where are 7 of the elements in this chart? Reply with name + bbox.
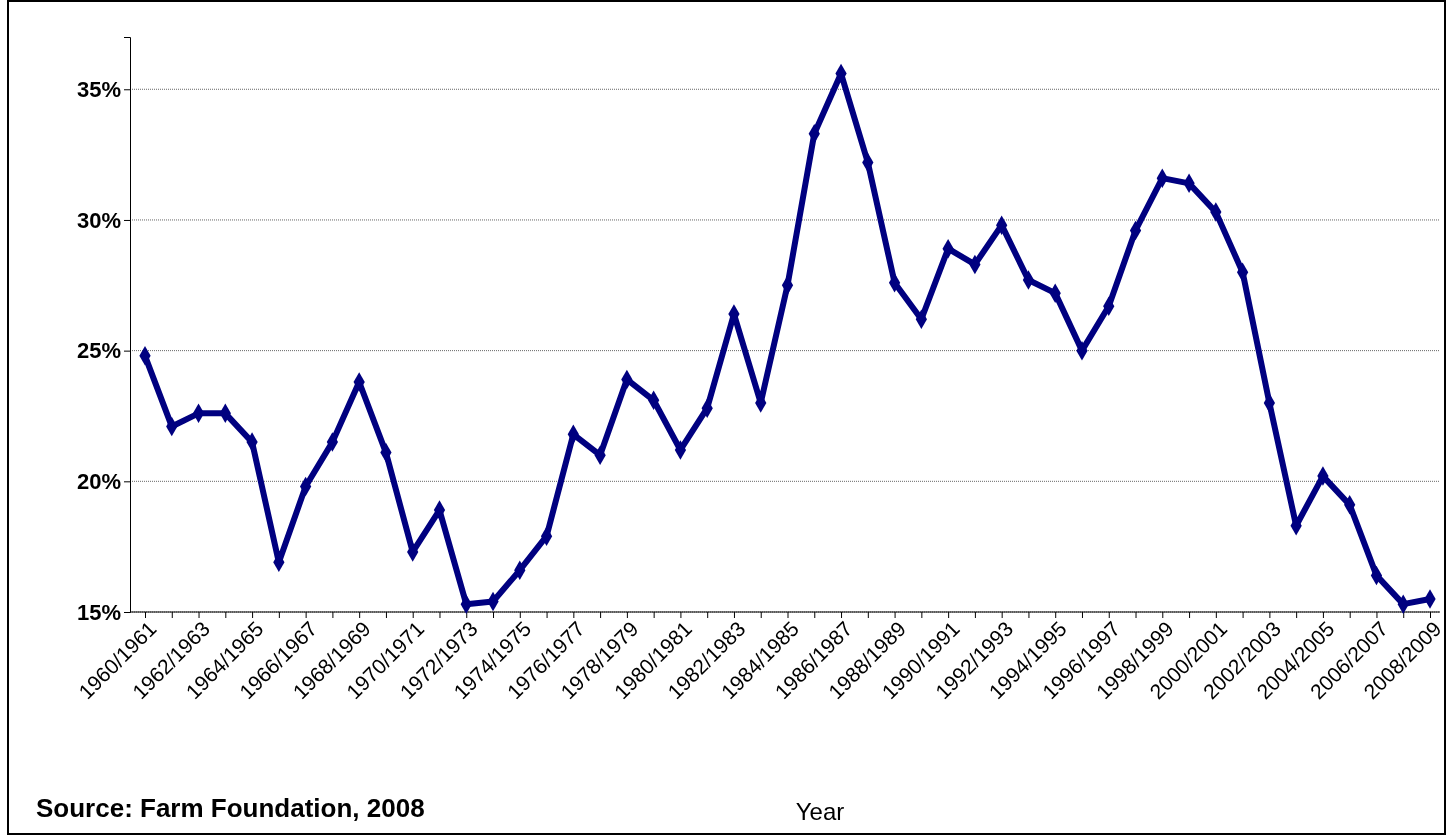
y-tick-label: 30% — [76, 207, 121, 233]
y-tick-label: 25% — [76, 338, 121, 364]
source-note: Source: Farm Foundation, 2008 — [36, 793, 425, 823]
y-tick-label: 20% — [76, 468, 121, 494]
y-tick-label: 35% — [76, 76, 121, 102]
y-tick-label: 15% — [76, 599, 121, 625]
x-axis-title: Year — [795, 798, 845, 825]
